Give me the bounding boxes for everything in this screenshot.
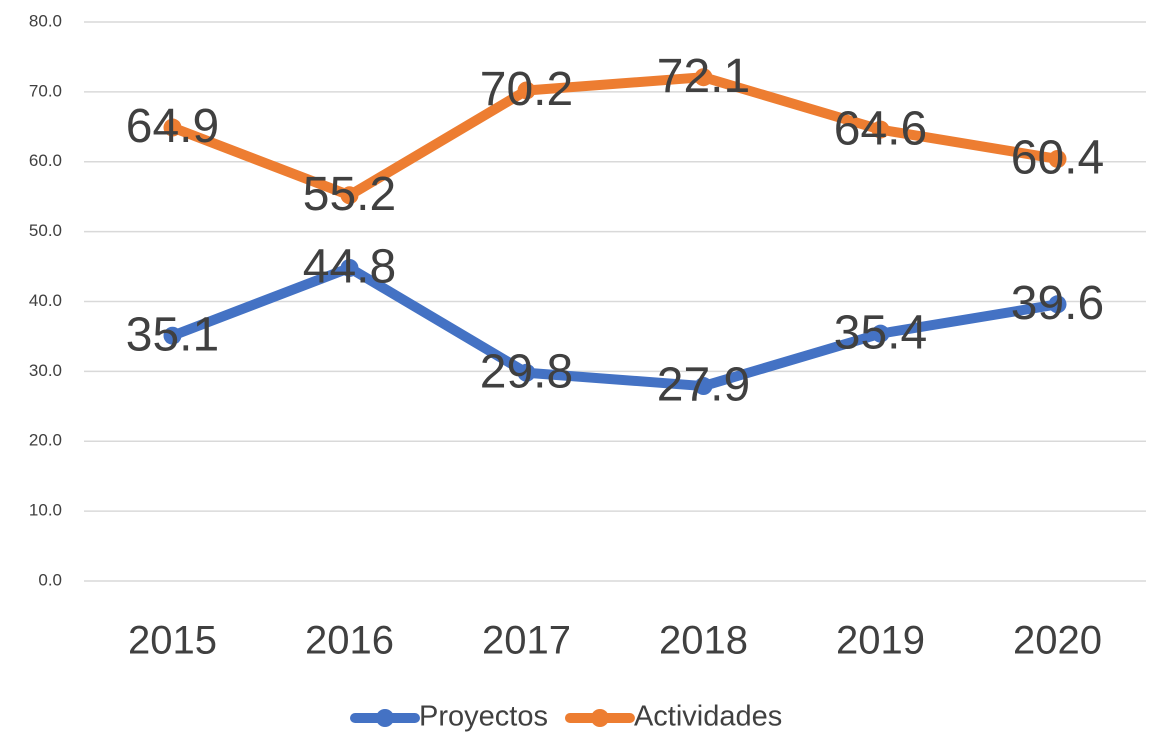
y-tick-label: 40.0: [29, 291, 62, 310]
x-tick-label: 2017: [482, 619, 571, 663]
y-tick-label: 50.0: [29, 221, 62, 240]
legend-marker: [376, 709, 394, 727]
marker: [1048, 295, 1067, 314]
data-label: 64.9: [126, 100, 219, 153]
legend-label: Proyectos: [419, 701, 548, 733]
x-tick-label: 2020: [1013, 619, 1102, 663]
x-tick-label: 2016: [305, 619, 394, 663]
marker: [163, 326, 182, 345]
series-line: [167, 72, 1063, 201]
data-label: 39.6: [1011, 277, 1104, 330]
data-label: 55.2: [303, 168, 396, 221]
data-label: 60.4: [1011, 132, 1104, 185]
y-tick-label: 30.0: [29, 361, 62, 380]
data-label: 35.1: [126, 308, 219, 361]
x-tick-label: 2015: [128, 619, 217, 663]
marker: [340, 258, 359, 277]
y-tick-label: 80.0: [29, 11, 62, 30]
legend-label: Actividades: [634, 701, 782, 733]
data-label: 44.8: [303, 241, 396, 294]
y-tick-label: 70.0: [29, 81, 62, 100]
marker: [163, 118, 182, 137]
data-label: 64.6: [834, 102, 927, 155]
marker: [517, 363, 536, 382]
x-tick-label: 2018: [659, 619, 748, 663]
y-tick-label: 10.0: [29, 501, 62, 520]
marker: [1048, 149, 1067, 168]
series-line: [167, 262, 1063, 392]
y-tick-label: 0.0: [38, 570, 62, 589]
data-label: 70.2: [480, 63, 573, 116]
x-tick-label: 2019: [836, 619, 925, 663]
marker: [694, 377, 713, 396]
y-tick-label: 20.0: [29, 431, 62, 450]
data-label: 35.4: [834, 306, 927, 359]
marker: [694, 68, 713, 87]
legend-marker: [590, 709, 609, 727]
marker: [517, 81, 536, 100]
marker: [340, 186, 359, 205]
data-label: 27.9: [657, 359, 750, 412]
data-label: 72.1: [657, 50, 750, 103]
marker: [871, 324, 890, 343]
data-label: 29.8: [480, 345, 573, 398]
marker: [871, 120, 890, 139]
y-tick-label: 60.0: [29, 151, 62, 170]
